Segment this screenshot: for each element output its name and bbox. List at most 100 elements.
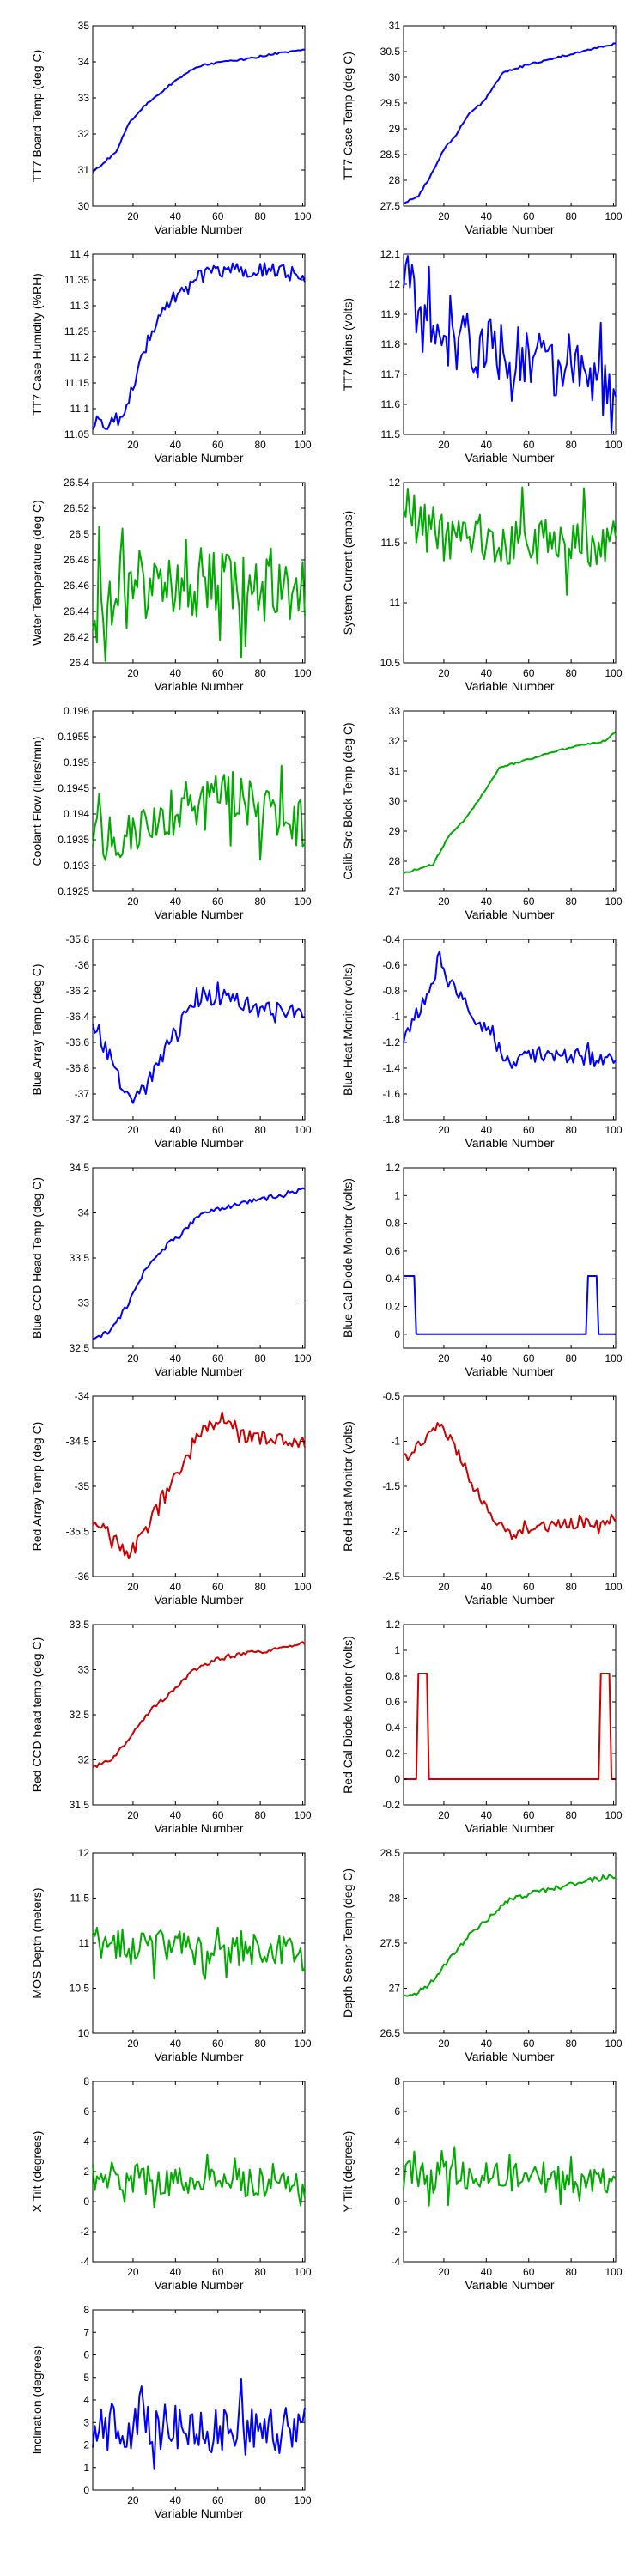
y-tick-label: 12.1 xyxy=(380,248,401,260)
blue-heat-x-axis-label: Variable Number xyxy=(465,1136,554,1150)
x-tick-label: 20 xyxy=(127,896,139,908)
x-tick-label: 60 xyxy=(523,1352,535,1364)
y-tick-label: 0.8 xyxy=(386,1218,400,1230)
x-tick-label: 20 xyxy=(127,1809,139,1821)
x-tick-label: 20 xyxy=(438,667,450,679)
tt7-case-series-line xyxy=(403,42,617,205)
y-tick-label: 32.5 xyxy=(70,1709,90,1721)
x-tick-label: 80 xyxy=(254,2494,266,2506)
x-tick-label: 60 xyxy=(212,1352,224,1364)
x-tick-label: 60 xyxy=(212,2266,224,2278)
y-tick-label: 11.7 xyxy=(381,368,401,380)
y-tick-label: 0.8 xyxy=(386,1670,400,1682)
y-tick-label: -36.6 xyxy=(66,1036,90,1048)
y-tick-label: 0.194 xyxy=(64,808,89,820)
red-array-x-axis-label: Variable Number xyxy=(154,1593,243,1607)
x-tick-label: 40 xyxy=(481,439,493,451)
x-tick-label: 100 xyxy=(605,1352,623,1364)
panel-inclination: 20 40 60 80 100 0 1 2 3 4 5 6 7 8 Variable Number Incli… xyxy=(30,2304,312,2520)
y-tick-label: 26.52 xyxy=(64,502,89,514)
blue-ccd-head-plot-area xyxy=(92,1167,306,1349)
red-ccd-head-plot-area xyxy=(92,1624,306,1806)
x-tick-label: 80 xyxy=(254,896,266,908)
y-tick-label: 4 xyxy=(83,2136,89,2148)
x-tick-label: 60 xyxy=(212,439,224,451)
depth-sensor-plot-area xyxy=(403,1852,617,2034)
system-current-series-line xyxy=(403,486,617,596)
panel-mos-depth: 20 40 60 80 100 10 10.5 11 11.5 12 Variable Number… xyxy=(30,1847,312,2063)
x-tick-label: 80 xyxy=(254,1809,266,1821)
y-tick-label: 11.5 xyxy=(381,537,401,549)
x-tick-label: 20 xyxy=(127,210,139,222)
x-tick-label: 80 xyxy=(565,1124,577,1136)
x-tick-label: 80 xyxy=(565,2266,577,2278)
x-tick-label: 20 xyxy=(127,439,139,451)
y-tick-label: -1.4 xyxy=(382,1062,400,1074)
tt7-humidity-series-line xyxy=(92,262,306,430)
y-tick-label: 33 xyxy=(78,92,90,104)
x-tick-label: 40 xyxy=(481,1124,493,1136)
panel-blue-array: 20 40 60 80 100 -37.2 -37 -36.8 -36.6 -36.4 -36.2 -… xyxy=(30,933,312,1150)
blue-array-x-axis-label: Variable Number xyxy=(154,1136,243,1150)
y-tick-label: 29.5 xyxy=(380,97,401,109)
x-tick-label: 80 xyxy=(254,667,266,679)
y-tilt-series-line xyxy=(403,2146,617,2207)
y-tick-label: 1 xyxy=(83,2462,89,2474)
water-temp-y-axis-label: Water Temperature (deg C) xyxy=(30,500,44,646)
panel-water-temp: 20 40 60 80 10026.426.4226.4426.4626.4826.52… xyxy=(30,477,312,693)
y-tick-label: 10 xyxy=(78,2027,90,2039)
y-tick-label: 28.5 xyxy=(380,149,401,161)
x-tick-label: 20 xyxy=(127,667,139,679)
y-tick-label: -4 xyxy=(80,2256,89,2268)
tt7-mains-y-axis-label: TT7 Mains (volts) xyxy=(341,298,355,391)
y-tick-label: 29 xyxy=(389,825,401,837)
y-tick-label: -1.5 xyxy=(382,1480,400,1492)
x-tick-label: 40 xyxy=(170,2266,182,2278)
y-tick-label: 8 xyxy=(83,2304,89,2316)
y-tick-label: -36.8 xyxy=(66,1062,90,1074)
x-tilt-x-axis-label: Variable Number xyxy=(154,2278,243,2292)
x-tick-label: 40 xyxy=(170,2038,182,2050)
y-tick-label: -37.2 xyxy=(66,1114,90,1126)
x-tick-label: 20 xyxy=(438,1581,450,1593)
y-tick-label: 6 xyxy=(83,2349,89,2361)
x-tick-label: 20 xyxy=(127,2494,139,2506)
y-tick-label: 30 xyxy=(389,71,401,83)
y-tick-label: 28 xyxy=(389,174,401,186)
depth-sensor-series-line xyxy=(403,1874,617,1997)
y-tick-label: 11.05 xyxy=(64,428,89,440)
y-tick-label: 27.5 xyxy=(380,1937,401,1949)
y-tick-label: 11.5 xyxy=(70,1893,90,1905)
x-tick-label: 100 xyxy=(295,2038,312,2050)
y-tick-label: -0.4 xyxy=(382,933,400,945)
y-tick-label: 0 xyxy=(394,1773,400,1785)
panel-depth-sensor: 20 40 60 80 100 26.5 27 27.5 28 28.5 Variable Numb… xyxy=(341,1847,623,2063)
tt7-case-y-axis-label: TT7 Case Temp (deg C) xyxy=(341,52,355,180)
x-tick-label: 60 xyxy=(212,1124,224,1136)
y-tick-label: 10.5 xyxy=(380,657,401,669)
blue-ccd-head-x-axis-label: Variable Number xyxy=(154,1364,243,1378)
calib-src-block-plot-area xyxy=(403,710,617,892)
tt7-humidity-y-axis-label: TT7 Case Humidity (%RH) xyxy=(30,273,44,416)
blue-ccd-head-series-line xyxy=(92,1187,306,1340)
x-tick-label: 40 xyxy=(170,210,182,222)
x-tick-label: 80 xyxy=(565,439,577,451)
panel-coolant-flow: 20 40 60 80 100 0.1925 0.193 0.1935 0.194 0.1945 0… xyxy=(30,705,312,921)
y-tick-label: 8 xyxy=(83,2075,89,2087)
x-tick-label: 100 xyxy=(605,2038,623,2050)
x-tick-label: 40 xyxy=(170,1352,182,1364)
x-tick-label: 60 xyxy=(212,210,224,222)
panel-red-cal-diode: 20 40 60 80 100 -0.2 0 0.2 0.4 0.6 0.8 1 1.2 Variable… xyxy=(341,1619,623,1835)
panel-blue-cal-diode: 20 40 60 80 100 0 0.2 0.4 0.6 0.8 1 1.2 Variable Num… xyxy=(341,1162,623,1378)
x-tick-label: 60 xyxy=(523,1581,535,1593)
y-tilt-plot-area xyxy=(403,2081,617,2263)
y-tick-label: -2.5 xyxy=(382,1571,400,1583)
y-tick-label: 34.5 xyxy=(70,1162,90,1174)
x-tilt-series-line xyxy=(92,2153,306,2208)
x-tick-label: 40 xyxy=(481,667,493,679)
red-cal-diode-y-axis-label: Red Cal Diode Monitor (volts) xyxy=(341,1636,355,1794)
x-tick-label: 60 xyxy=(212,896,224,908)
y-tick-label: -36 xyxy=(75,959,90,971)
y-tick-label: -35.8 xyxy=(66,933,90,945)
